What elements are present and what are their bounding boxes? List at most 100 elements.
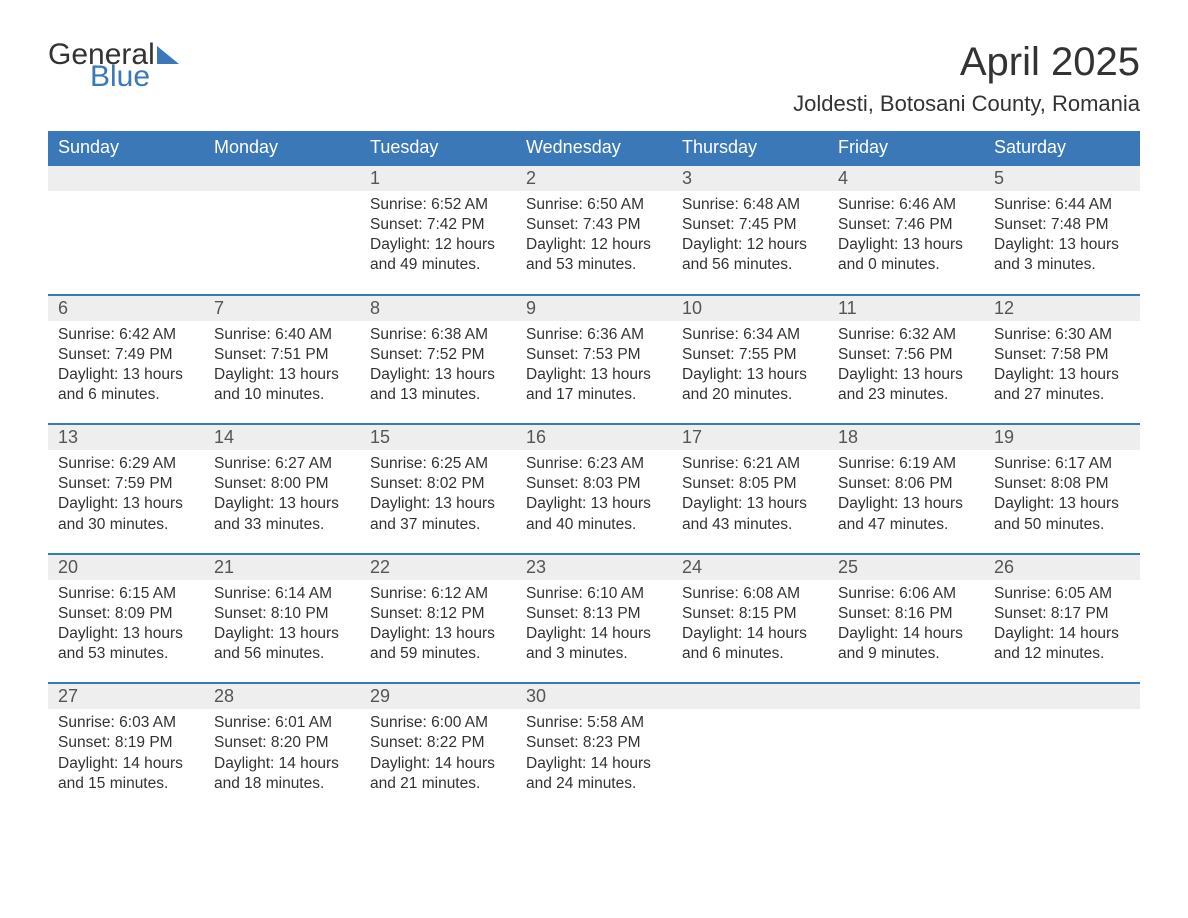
day-content-cell: Sunrise: 6:48 AMSunset: 7:45 PMDaylight:…	[672, 191, 828, 295]
sunrise-text: Sunrise: 6:52 AM	[370, 195, 506, 215]
day-number-cell: 15	[360, 424, 516, 450]
day-content-cell: Sunrise: 6:23 AMSunset: 8:03 PMDaylight:…	[516, 450, 672, 554]
day-number-cell: 21	[204, 554, 360, 580]
day-content-cell: Sunrise: 6:15 AMSunset: 8:09 PMDaylight:…	[48, 580, 204, 684]
sunrise-text: Sunrise: 6:21 AM	[682, 454, 818, 474]
sunset-text: Sunset: 7:51 PM	[214, 345, 350, 365]
daylight-text: Daylight: 13 hours and 10 minutes.	[214, 365, 350, 405]
daylight-text: Daylight: 14 hours and 18 minutes.	[214, 754, 350, 794]
daylight-text: Daylight: 13 hours and 27 minutes.	[994, 365, 1130, 405]
day-content-cell: Sunrise: 6:19 AMSunset: 8:06 PMDaylight:…	[828, 450, 984, 554]
day-content-cell	[828, 709, 984, 812]
sunset-text: Sunset: 8:20 PM	[214, 733, 350, 753]
weekday-header: Monday	[204, 131, 360, 165]
sunrise-text: Sunrise: 6:34 AM	[682, 325, 818, 345]
day-content-cell: Sunrise: 6:29 AMSunset: 7:59 PMDaylight:…	[48, 450, 204, 554]
day-number-cell: 2	[516, 165, 672, 191]
day-content-cell: Sunrise: 6:10 AMSunset: 8:13 PMDaylight:…	[516, 580, 672, 684]
day-content-cell: Sunrise: 6:21 AMSunset: 8:05 PMDaylight:…	[672, 450, 828, 554]
daylight-text: Daylight: 12 hours and 49 minutes.	[370, 235, 506, 275]
weekday-header: Tuesday	[360, 131, 516, 165]
sunset-text: Sunset: 7:56 PM	[838, 345, 974, 365]
daylight-text: Daylight: 13 hours and 59 minutes.	[370, 624, 506, 664]
daylight-text: Daylight: 14 hours and 9 minutes.	[838, 624, 974, 664]
day-content-cell: Sunrise: 6:08 AMSunset: 8:15 PMDaylight:…	[672, 580, 828, 684]
sunrise-text: Sunrise: 5:58 AM	[526, 713, 662, 733]
sunrise-text: Sunrise: 6:27 AM	[214, 454, 350, 474]
day-number-cell: 26	[984, 554, 1140, 580]
day-number-cell: 24	[672, 554, 828, 580]
sunset-text: Sunset: 8:10 PM	[214, 604, 350, 624]
day-number-cell: 13	[48, 424, 204, 450]
sunset-text: Sunset: 8:23 PM	[526, 733, 662, 753]
sunset-text: Sunset: 8:16 PM	[838, 604, 974, 624]
day-number-cell: 4	[828, 165, 984, 191]
day-content-cell: Sunrise: 6:52 AMSunset: 7:42 PMDaylight:…	[360, 191, 516, 295]
day-number-cell: 25	[828, 554, 984, 580]
sunrise-text: Sunrise: 6:17 AM	[994, 454, 1130, 474]
daylight-text: Daylight: 13 hours and 53 minutes.	[58, 624, 194, 664]
day-content-cell	[984, 709, 1140, 812]
day-content-cell: Sunrise: 6:44 AMSunset: 7:48 PMDaylight:…	[984, 191, 1140, 295]
sunrise-text: Sunrise: 6:15 AM	[58, 584, 194, 604]
daylight-text: Daylight: 14 hours and 3 minutes.	[526, 624, 662, 664]
day-content-cell: Sunrise: 6:01 AMSunset: 8:20 PMDaylight:…	[204, 709, 360, 812]
day-number-cell: 10	[672, 295, 828, 321]
daylight-text: Daylight: 12 hours and 53 minutes.	[526, 235, 662, 275]
day-number-cell: 27	[48, 683, 204, 709]
day-number-cell	[828, 683, 984, 709]
day-content-cell: Sunrise: 6:27 AMSunset: 8:00 PMDaylight:…	[204, 450, 360, 554]
sunset-text: Sunset: 7:46 PM	[838, 215, 974, 235]
sunset-text: Sunset: 7:55 PM	[682, 345, 818, 365]
day-number-cell	[204, 165, 360, 191]
day-content-cell: Sunrise: 6:00 AMSunset: 8:22 PMDaylight:…	[360, 709, 516, 812]
day-content-cell: Sunrise: 5:58 AMSunset: 8:23 PMDaylight:…	[516, 709, 672, 812]
sunrise-text: Sunrise: 6:46 AM	[838, 195, 974, 215]
weekday-header-row: SundayMondayTuesdayWednesdayThursdayFrid…	[48, 131, 1140, 165]
daylight-text: Daylight: 13 hours and 0 minutes.	[838, 235, 974, 275]
day-content-cell: Sunrise: 6:25 AMSunset: 8:02 PMDaylight:…	[360, 450, 516, 554]
daylight-text: Daylight: 14 hours and 15 minutes.	[58, 754, 194, 794]
sunset-text: Sunset: 7:42 PM	[370, 215, 506, 235]
sunrise-text: Sunrise: 6:10 AM	[526, 584, 662, 604]
day-number-cell: 11	[828, 295, 984, 321]
sunrise-text: Sunrise: 6:42 AM	[58, 325, 194, 345]
day-content-row: Sunrise: 6:15 AMSunset: 8:09 PMDaylight:…	[48, 580, 1140, 684]
daylight-text: Daylight: 13 hours and 50 minutes.	[994, 494, 1130, 534]
daylight-text: Daylight: 13 hours and 43 minutes.	[682, 494, 818, 534]
location-text: Joldesti, Botosani County, Romania	[793, 91, 1140, 117]
sunrise-text: Sunrise: 6:36 AM	[526, 325, 662, 345]
daylight-text: Daylight: 14 hours and 24 minutes.	[526, 754, 662, 794]
logo-word-2: Blue	[90, 62, 179, 92]
daylight-text: Daylight: 13 hours and 47 minutes.	[838, 494, 974, 534]
sunset-text: Sunset: 7:59 PM	[58, 474, 194, 494]
title-block: April 2025 Joldesti, Botosani County, Ro…	[793, 40, 1140, 117]
sunrise-text: Sunrise: 6:00 AM	[370, 713, 506, 733]
day-content-row: Sunrise: 6:42 AMSunset: 7:49 PMDaylight:…	[48, 321, 1140, 425]
day-content-cell: Sunrise: 6:36 AMSunset: 7:53 PMDaylight:…	[516, 321, 672, 425]
day-number-cell: 22	[360, 554, 516, 580]
day-content-row: Sunrise: 6:52 AMSunset: 7:42 PMDaylight:…	[48, 191, 1140, 295]
sunset-text: Sunset: 8:09 PM	[58, 604, 194, 624]
daylight-text: Daylight: 14 hours and 21 minutes.	[370, 754, 506, 794]
weekday-header: Thursday	[672, 131, 828, 165]
daylight-text: Daylight: 13 hours and 13 minutes.	[370, 365, 506, 405]
day-content-cell: Sunrise: 6:34 AMSunset: 7:55 PMDaylight:…	[672, 321, 828, 425]
day-number-cell: 28	[204, 683, 360, 709]
sunset-text: Sunset: 8:19 PM	[58, 733, 194, 753]
daylight-text: Daylight: 13 hours and 3 minutes.	[994, 235, 1130, 275]
day-content-cell: Sunrise: 6:42 AMSunset: 7:49 PMDaylight:…	[48, 321, 204, 425]
sunset-text: Sunset: 8:08 PM	[994, 474, 1130, 494]
month-title: April 2025	[793, 40, 1140, 85]
day-number-cell: 19	[984, 424, 1140, 450]
sunrise-text: Sunrise: 6:14 AM	[214, 584, 350, 604]
day-number-cell: 3	[672, 165, 828, 191]
sunset-text: Sunset: 7:45 PM	[682, 215, 818, 235]
sunrise-text: Sunrise: 6:06 AM	[838, 584, 974, 604]
day-number-cell: 23	[516, 554, 672, 580]
day-number-cell: 5	[984, 165, 1140, 191]
sunset-text: Sunset: 8:00 PM	[214, 474, 350, 494]
day-number-cell	[984, 683, 1140, 709]
daylight-text: Daylight: 13 hours and 37 minutes.	[370, 494, 506, 534]
sunrise-text: Sunrise: 6:08 AM	[682, 584, 818, 604]
